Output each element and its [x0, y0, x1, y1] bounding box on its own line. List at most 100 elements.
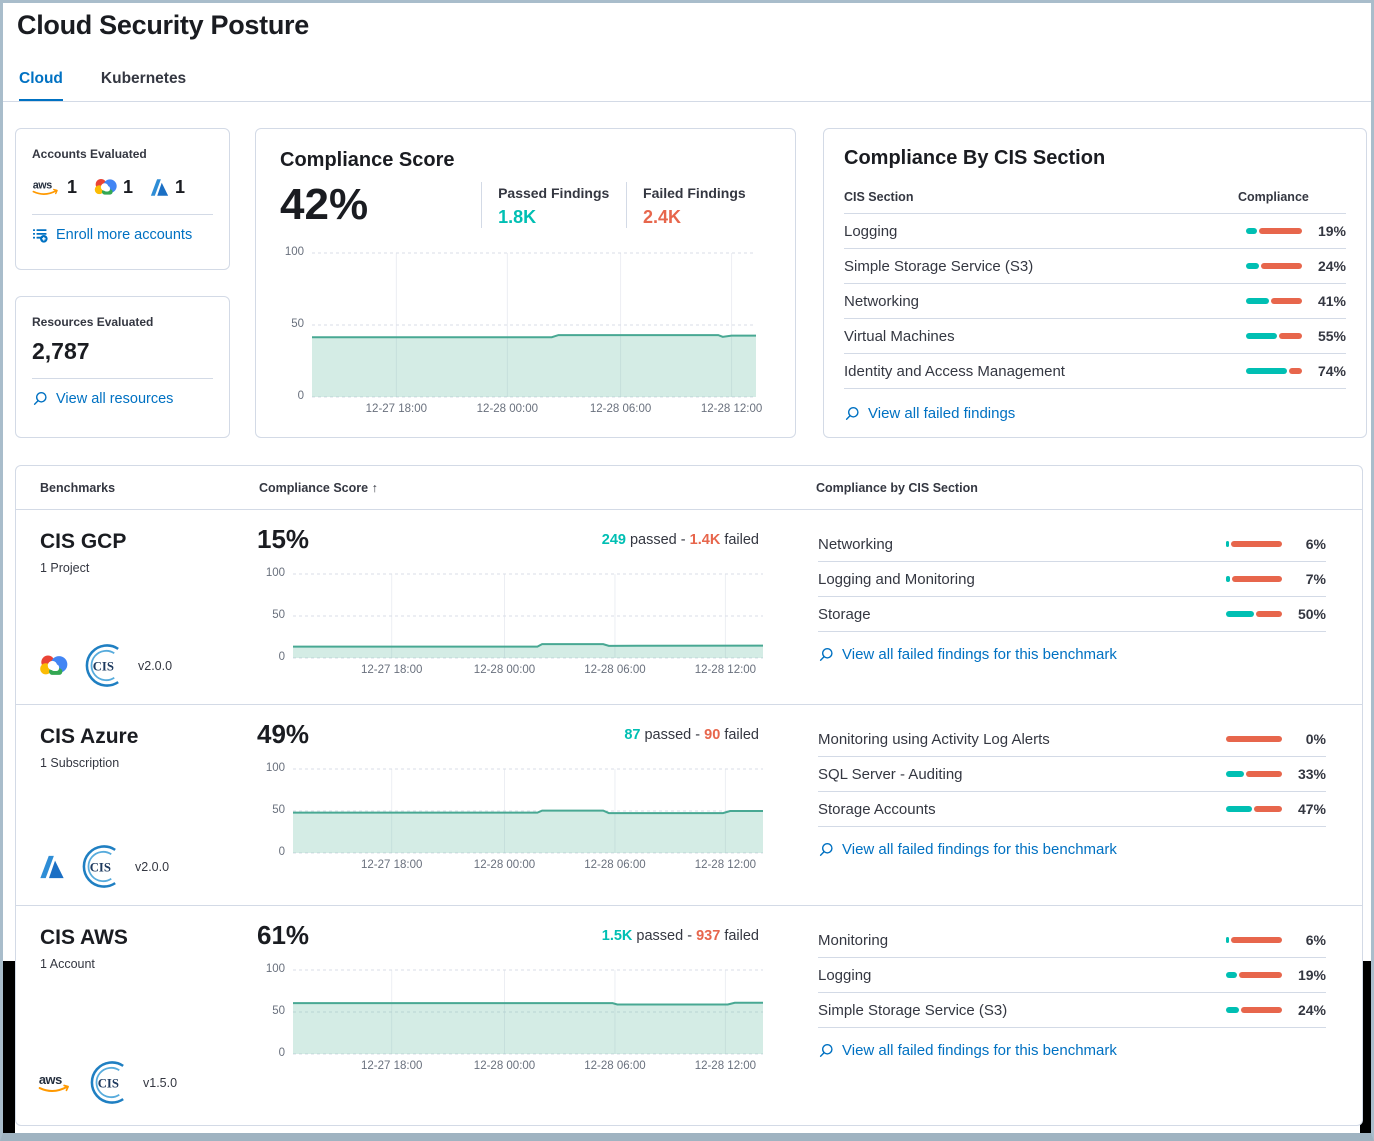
compliance-bar — [1246, 228, 1302, 234]
view-failed-findings-benchmark-link[interactable]: View all failed findings for this benchm… — [818, 646, 1326, 663]
compliance-bar — [1226, 972, 1282, 978]
enroll-more-accounts-link[interactable]: Enroll more accounts — [32, 227, 213, 243]
compliance-percentage: 41% — [1317, 293, 1346, 309]
cis-section-row: Storage Accounts 47% — [818, 792, 1326, 827]
compliance-bar — [1246, 368, 1302, 374]
tab-cloud[interactable]: Cloud — [19, 70, 63, 102]
card-divider — [32, 214, 213, 215]
aws-account-count: aws 1 — [32, 176, 78, 197]
benchmark-row-cis-gcp: CIS GCP 1 Project CIS v2.0.0 15% 249 pas… — [16, 510, 1362, 704]
search-icon — [819, 647, 833, 661]
list-add-icon — [33, 229, 48, 243]
provider-counts: aws 1 1 1 — [32, 173, 213, 201]
benchmark-logos: CIS v2.0.0 — [38, 643, 172, 688]
compliance-percentage: 24% — [1317, 258, 1346, 274]
gcp-logo-icon — [94, 178, 117, 195]
compliance-score-column-header[interactable]: Compliance Score ↑ — [259, 481, 378, 495]
cis-section-row: Monitoring 6% — [818, 923, 1326, 958]
azure-account-count: 1 — [149, 177, 185, 198]
view-failed-findings-benchmark-link[interactable]: View all failed findings for this benchm… — [818, 1042, 1326, 1059]
passed-findings-value: 1.8K — [498, 207, 537, 227]
view-failed-findings-benchmark-link[interactable]: View all failed findings for this benchm… — [818, 841, 1326, 858]
resources-evaluated-title: Resources Evaluated — [32, 315, 154, 329]
view-all-resources-link[interactable]: View all resources — [32, 391, 213, 407]
benchmarks-column-header: Benchmarks — [40, 481, 116, 495]
benchmark-trend-chart: 0 50 100 12-27 18:00 12-28 00:00 12-28 06:00 1… — [257, 963, 773, 1076]
compliance-by-cis-section-card: Compliance By CIS Section CIS Section Co… — [823, 128, 1367, 438]
benchmark-version: v1.5.0 — [143, 1075, 178, 1090]
compliance-bar — [1226, 771, 1282, 777]
accounts-evaluated-card: Accounts Evaluated aws 1 1 1 Enroll more… — [15, 128, 230, 270]
compliance-score-trend-chart: 0 50 100 12-27 18:00 12-28 00:00 12-28 06:00 1… — [284, 246, 763, 415]
benchmark-score: 61% — [257, 920, 310, 950]
compliance-percentage: 7% — [1305, 571, 1326, 587]
compliance-score-card: Compliance Score 42% Passed Findings 1.8… — [255, 128, 796, 438]
cis-section-row: Identity and Access Management 74% — [844, 354, 1346, 389]
overall-score: 42% — [280, 180, 369, 229]
benchmark-name: CIS Azure — [40, 725, 139, 748]
tab-kubernetes[interactable]: Kubernetes — [100, 70, 187, 87]
cis-section-column-header: CIS Section — [844, 190, 914, 204]
resources-count: 2,787 — [32, 338, 90, 364]
header-divider — [3, 101, 1371, 102]
benchmark-name: CIS AWS — [40, 926, 128, 949]
compliance-percentage: 74% — [1317, 363, 1346, 379]
failed-findings: Failed Findings 2.4K — [626, 182, 771, 229]
compliance-bar — [1246, 263, 1302, 269]
card-divider — [32, 378, 213, 379]
compliance-bar — [1226, 611, 1282, 617]
cis-section-row: Networking 41% — [844, 284, 1346, 319]
search-icon — [845, 406, 859, 420]
cis-logo-icon: CIS — [85, 644, 119, 687]
compliance-percentage: 47% — [1297, 801, 1326, 817]
gcp-account-count: 1 — [93, 177, 133, 198]
passed-failed-summary: 1.5K passed - 937 failed — [601, 928, 759, 944]
cis-section-row: Logging and Monitoring 7% — [818, 562, 1326, 597]
cis-section-row: Networking 6% — [818, 527, 1326, 562]
svg-text:CIS: CIS — [98, 1076, 119, 1090]
benchmark-row-cis-aws: CIS AWS 1 Account aws CIS v1.5.0 61% 1.5… — [16, 905, 1362, 1121]
compliance-percentage: 19% — [1317, 223, 1346, 239]
cis-section-card-title: Compliance By CIS Section — [844, 147, 1106, 169]
cis-table-header: CIS Section Compliance — [844, 190, 1346, 214]
accounts-evaluated-title: Accounts Evaluated — [32, 147, 147, 161]
compliance-percentage: 33% — [1297, 766, 1326, 782]
benchmark-logos: aws CIS v1.5.0 — [38, 1060, 177, 1105]
svg-text:CIS: CIS — [90, 860, 111, 874]
benchmark-scope: 1 Subscription — [40, 756, 120, 770]
compliance-percentage: 0% — [1305, 731, 1326, 747]
benchmark-cis-sections: Monitoring 6% Logging 19% Simple Storage… — [818, 923, 1326, 1059]
benchmark-trend-chart: 0 50 100 12-27 18:00 12-28 00:00 12-28 06:00 1… — [257, 567, 773, 680]
compliance-percentage: 50% — [1297, 606, 1326, 622]
compliance-percentage: 24% — [1297, 1002, 1326, 1018]
cis-section-row: Virtual Machines 55% — [844, 319, 1346, 354]
benchmarks-table-header: Benchmarks Compliance Score ↑ Compliance… — [16, 466, 1362, 510]
azure-logo-icon — [150, 178, 169, 196]
viewport-edge-right — [1360, 961, 1371, 1133]
cis-logo-icon: CIS — [90, 1061, 124, 1104]
svg-text:CIS: CIS — [93, 659, 114, 673]
gcp-logo-icon — [40, 655, 68, 675]
benchmark-trend-chart: 0 50 100 12-27 18:00 12-28 00:00 12-28 06:00 1… — [257, 762, 773, 875]
compliance-bar — [1246, 298, 1302, 304]
compliance-percentage: 6% — [1305, 932, 1326, 948]
view-all-failed-findings-link[interactable]: View all failed findings — [844, 405, 1346, 422]
svg-text:aws: aws — [33, 179, 53, 191]
svg-text:aws: aws — [39, 1072, 62, 1087]
benchmark-score: 15% — [257, 524, 310, 554]
compliance-bar — [1226, 736, 1282, 742]
compliance-percentage: 19% — [1297, 967, 1326, 983]
passed-failed-summary: 87 passed - 90 failed — [624, 727, 759, 743]
score-stats: 42% Passed Findings 1.8K Failed Findings… — [280, 180, 771, 229]
cis-section-row: Storage 50% — [818, 597, 1326, 632]
benchmark-cis-sections: Networking 6% Logging and Monitoring 7% … — [818, 527, 1326, 663]
resources-evaluated-card: Resources Evaluated 2,787 View all resou… — [15, 296, 230, 438]
tab-bar: Cloud Kubernetes — [19, 70, 224, 102]
compliance-bar — [1226, 541, 1282, 547]
benchmark-scope: 1 Account — [40, 957, 95, 971]
cis-section-row: Logging 19% — [818, 958, 1326, 993]
compliance-score-title: Compliance Score — [280, 149, 455, 171]
compliance-percentage: 55% — [1317, 328, 1346, 344]
benchmark-scope: 1 Project — [40, 561, 90, 575]
